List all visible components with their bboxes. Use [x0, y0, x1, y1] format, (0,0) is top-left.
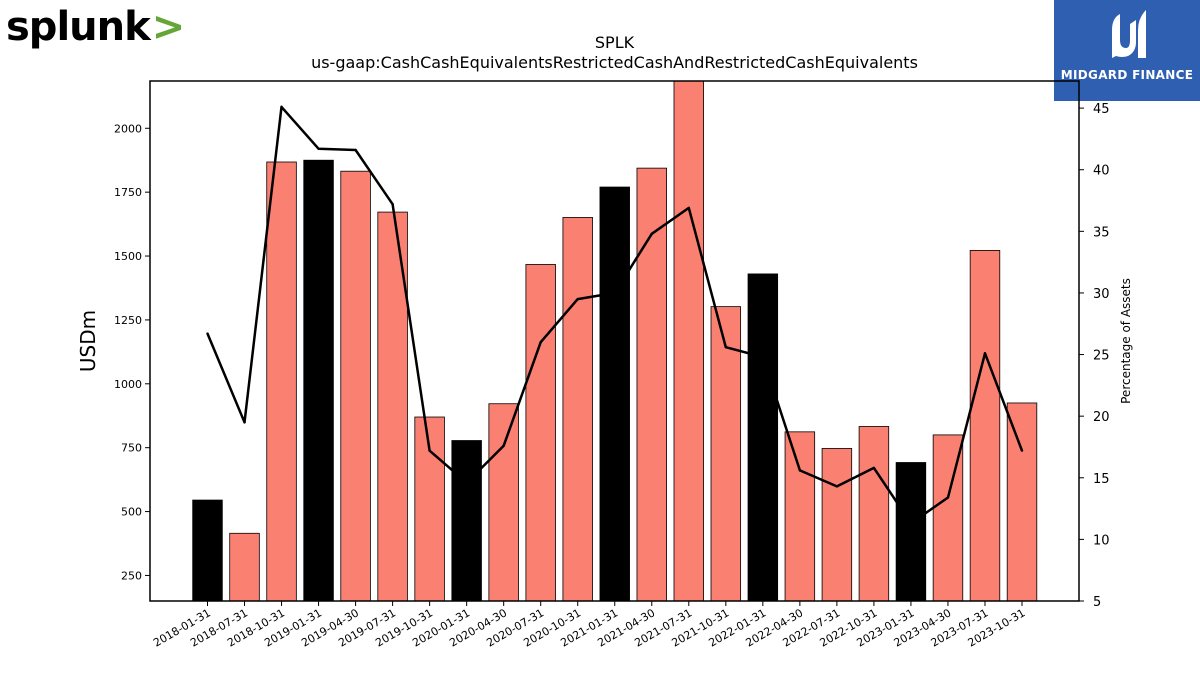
line-point-2020-01-31	[465, 481, 468, 484]
bar-2019-04-30	[340, 170, 371, 602]
line-point-2021-01-31	[613, 291, 616, 295]
y2-axis-label: Percentage of Assets	[1119, 278, 1133, 404]
y2-tick-label: 25	[1093, 349, 1110, 364]
bar-2019-01-31	[303, 159, 334, 602]
splunk-logo-text: splunk	[6, 4, 151, 50]
line-point-2019-07-31	[391, 203, 394, 206]
bar-2023-07-31	[969, 250, 1001, 602]
line-point-2023-01-31	[909, 522, 913, 525]
bar-2022-04-30	[784, 431, 816, 602]
bar-2022-01-31	[747, 273, 779, 602]
line-point-2018-07-31	[243, 421, 246, 424]
line-point-2019-04-30	[354, 148, 357, 152]
chart-title: SPLK	[595, 33, 635, 52]
bar-2018-01-31	[192, 499, 223, 602]
bar-2018-10-31	[266, 161, 297, 602]
y-tick-label: 1500	[114, 250, 142, 263]
x-axis-ticks: 2018-01-312018-07-312018-10-312019-01-31…	[151, 601, 1028, 650]
bar-2022-10-31	[858, 426, 890, 602]
line-point-2019-01-31	[317, 147, 320, 150]
bars-layer	[192, 80, 1038, 602]
bar-2023-01-31	[895, 462, 927, 602]
y-tick-label: 1000	[114, 378, 142, 391]
midgard-finance-name: MIDGARD FINANCE	[1060, 68, 1194, 82]
bar-2022-07-31	[821, 448, 853, 602]
line-point-2022-01-31	[761, 355, 765, 359]
line-point-2018-10-31	[280, 105, 283, 109]
y-tick-label: 1750	[114, 186, 142, 199]
line-layer	[206, 105, 1024, 525]
y2-axis-ticks: 5 10 15 20 25 30 35 40 45	[1079, 102, 1110, 610]
y2-tick-label: 40	[1093, 164, 1110, 179]
bar-2020-07-31	[525, 264, 556, 602]
line-point-2020-04-30	[502, 444, 505, 447]
line-point-2022-04-30	[798, 469, 802, 472]
line-point-2018-01-31	[206, 332, 209, 335]
line-point-2021-04-30	[650, 232, 653, 235]
bar-2021-04-30	[636, 167, 667, 602]
y-tick-label: 2000	[114, 122, 142, 135]
bar-2023-10-31	[1006, 402, 1038, 602]
bar-2020-04-30	[488, 403, 519, 602]
y2-tick-label: 35	[1093, 225, 1110, 240]
y-tick-label: 750	[121, 442, 142, 455]
bar-2020-10-31	[562, 217, 593, 602]
y2-tick-label: 10	[1093, 533, 1110, 548]
bar-2020-01-31	[451, 440, 482, 602]
y-tick-label: 500	[121, 506, 142, 519]
y-tick-label: 250	[121, 569, 142, 582]
bar-2021-07-31	[673, 80, 705, 602]
line-point-2023-04-30	[946, 496, 950, 499]
y2-tick-label: 5	[1093, 595, 1101, 610]
line-point-2022-10-31	[872, 466, 876, 470]
bar-2021-10-31	[710, 306, 742, 602]
y-axis-ticks: 250 500 750 1000 1250 1500 1750 2000	[114, 122, 150, 582]
line-point-2020-10-31	[576, 297, 579, 301]
line-point-2022-07-31	[835, 485, 839, 488]
line-point-2020-07-31	[539, 341, 542, 344]
chevron-right-icon: >	[151, 4, 186, 50]
bar-2021-01-31	[599, 186, 630, 602]
midgard-finance-logo: MIDGARD FINANCE	[1054, 0, 1200, 101]
line-point-2021-07-31	[687, 206, 690, 210]
y2-tick-label: 45	[1093, 102, 1110, 117]
y2-tick-label: 15	[1093, 472, 1110, 487]
y2-tick-label: 20	[1093, 410, 1110, 425]
line-point-2023-07-31	[983, 352, 987, 355]
y2-tick-label: 30	[1093, 287, 1110, 302]
midgard-emblem-icon	[1112, 10, 1146, 58]
line-point-2023-10-31	[1020, 449, 1024, 452]
chart-subtitle: us-gaap:CashCashEquivalentsRestrictedCas…	[311, 53, 918, 72]
splunk-logo: splunk>	[6, 4, 186, 50]
y-tick-label: 1250	[114, 314, 142, 327]
line-point-2021-10-31	[724, 345, 728, 349]
bar-2018-07-31	[229, 532, 260, 602]
y-axis-label: USDm	[76, 310, 100, 372]
line-point-2019-10-31	[428, 449, 431, 452]
